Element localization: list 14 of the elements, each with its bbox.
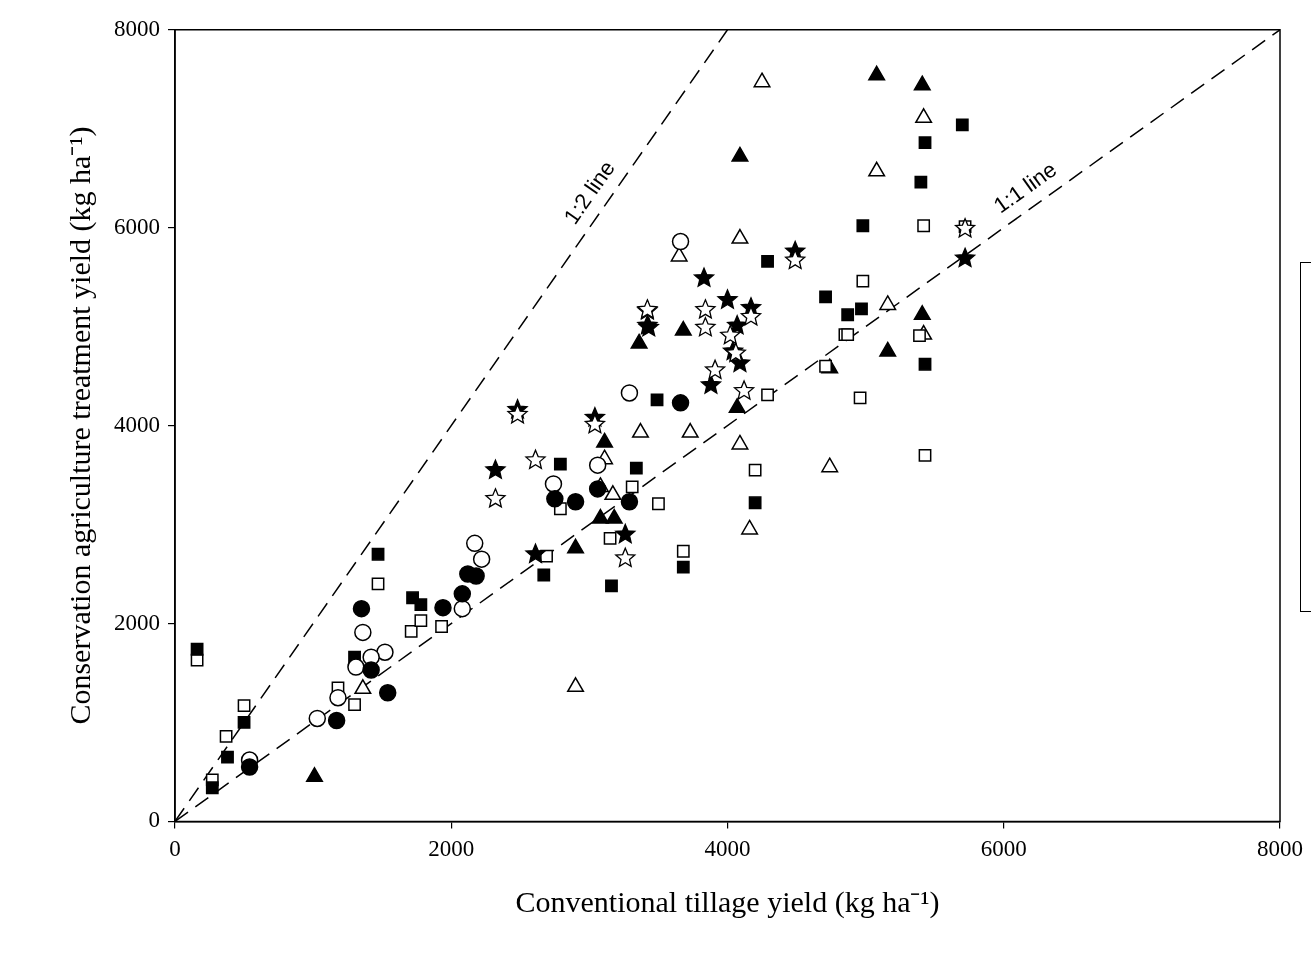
x-tick-label: 8000	[1257, 836, 1303, 862]
y-tick-label: 4000	[114, 411, 160, 437]
text: 1:2 line	[558, 156, 620, 229]
y-tick-label: 6000	[114, 213, 160, 239]
y-axis-title: Conservation agriculture treatment yield (kg ha⁻¹)	[62, 126, 97, 725]
y-tick-label: 8000	[114, 15, 160, 41]
x-tick-label: 2000	[428, 836, 475, 862]
x-tick-label: 4000	[704, 836, 751, 862]
y-tick-label: 0	[148, 807, 160, 833]
y-tick-label: 2000	[114, 609, 160, 635]
x-axis-title: Conventional tillage yield (kg ha⁻¹)	[515, 884, 940, 919]
x-tick-label: 0	[169, 836, 181, 862]
text: 1:1 line	[988, 156, 1062, 219]
x-tick-label: 6000	[980, 836, 1027, 862]
